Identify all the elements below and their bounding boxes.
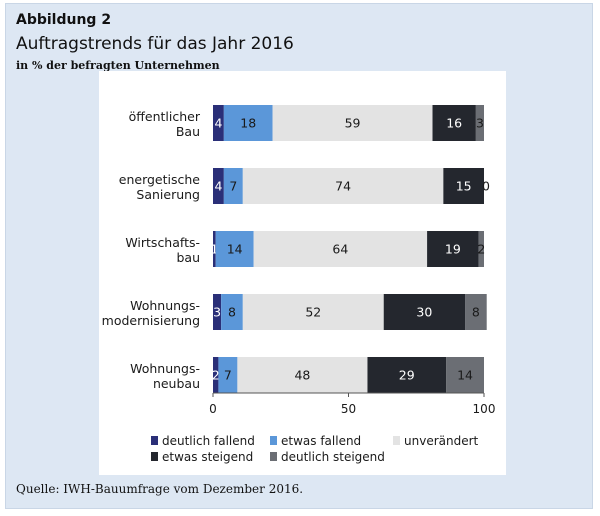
value-label-wohnungs-neubau-s2: 48 <box>294 368 310 383</box>
bar-segment-wirtschafts-bau-s4 <box>478 231 484 267</box>
value-label-wirtschafts-bau-s1: 14 <box>227 242 243 257</box>
value-label--ffentlicherbau-s3: 16 <box>446 116 462 131</box>
legend-label-s4: deutlich steigend <box>281 450 385 464</box>
bar-segment-wohnungs-neubau-s3 <box>367 357 447 393</box>
value-label-wirtschafts-bau-s4: 2 <box>477 242 485 257</box>
value-label-wohnungs-modernisierung-s3: 30 <box>416 305 432 320</box>
bar-segment-wirtschafts-bau-s0 <box>213 231 216 267</box>
bar-segment-wohnungs-modernisierung-s4 <box>465 294 487 330</box>
plot-panel: öffentlicher Bau 4 18 59 16 3 energetische Sanie… <box>99 71 506 475</box>
bar-segment-wohnungs-modernisierung-s3 <box>383 294 466 330</box>
value-label-wohnungs-neubau-s3: 29 <box>399 368 415 383</box>
bar-segment-wirtschafts-bau-s1 <box>215 231 254 267</box>
legend-swatch-s4 <box>270 452 277 461</box>
value-label-wohnungs-modernisierung-s4: 8 <box>472 305 480 320</box>
category-label-wohnungs-modernisierung: Wohnungs-modernisierung <box>102 298 200 328</box>
legend-label-s2: unverändert <box>404 434 479 448</box>
bar-segment-energetischesanierung-s0 <box>213 168 224 204</box>
bar-segment-wohnungs-modernisierung-s1 <box>221 294 243 330</box>
value-label-wohnungs-modernisierung-s0: 3 <box>213 305 221 320</box>
legend-swatch-s1 <box>270 436 277 445</box>
chart-subtitle: in % der befragten Unternehmen <box>16 59 220 72</box>
chart-title: Auftragstrends für das Jahr 2016 <box>16 34 294 54</box>
value-label-wirtschafts-bau-s0: 1 <box>210 242 218 257</box>
value-label-wohnungs-neubau-s0: 2 <box>212 368 220 383</box>
legend-label-s3: etwas steigend <box>162 450 253 464</box>
bar-segment-wohnungs-neubau-s1 <box>218 357 238 393</box>
bar-segment-wohnungs-neubau-s2 <box>237 357 368 393</box>
bar-segment--ffentlicherbau-s3 <box>432 105 476 141</box>
category-label--ffentlicherbau: öffentlicher Bau <box>129 109 201 139</box>
value-label-wohnungs-modernisierung-s2: 52 <box>305 305 321 320</box>
bar-segment-wohnungs-neubau-s0 <box>213 357 219 393</box>
bar-segment-wirtschafts-bau-s3 <box>427 231 479 267</box>
bar-segment-energetischesanierung-s3 <box>443 168 484 204</box>
x-tick-label-1: 50 <box>341 402 356 416</box>
bar-segment--ffentlicherbau-s1 <box>223 105 273 141</box>
bar-segment--ffentlicherbau-s2 <box>272 105 433 141</box>
figure-label: Abbildung 2 <box>16 12 112 28</box>
bar-segment-energetischesanierung-s2 <box>242 168 444 204</box>
legend-swatch-s0 <box>151 436 158 445</box>
value-label-wohnungs-neubau-s4: 14 <box>457 368 473 383</box>
legend-label-s0: deutlich fallend <box>162 434 255 448</box>
category-label-energetischesanierung: energetische Sanierung <box>119 172 201 202</box>
legend-swatch-s3 <box>151 452 158 461</box>
value-label--ffentlicherbau-s2: 59 <box>345 116 361 131</box>
legend-label-s1: etwas fallend <box>281 434 361 448</box>
x-tick-label-0: 0 <box>209 402 217 416</box>
value-label-energetischesanierung-s4: 0 <box>482 179 490 194</box>
bar-segment-energetischesanierung-s1 <box>223 168 243 204</box>
category-label-wohnungs-neubau: Wohnungs-neubau <box>130 361 200 391</box>
category-label-wirtschafts-bau: Wirtschafts-bau <box>125 235 200 265</box>
x-tick-label-2: 100 <box>473 402 496 416</box>
value-label-energetischesanierung-s3: 15 <box>456 179 472 194</box>
value-label-wirtschafts-bau-s3: 19 <box>445 242 461 257</box>
value-label-energetischesanierung-s0: 4 <box>214 179 222 194</box>
figure-card: Abbildung 2 Auftragstrends für das Jahr … <box>5 3 593 509</box>
value-label--ffentlicherbau-s4: 3 <box>476 116 484 131</box>
legend-swatch-s2 <box>393 436 400 445</box>
value-label-wohnungs-neubau-s1: 7 <box>224 368 232 383</box>
bar-segment-wohnungs-modernisierung-s0 <box>213 294 222 330</box>
value-label--ffentlicherbau-s0: 4 <box>214 116 222 131</box>
value-label-energetischesanierung-s2: 74 <box>335 179 351 194</box>
bar-segment--ffentlicherbau-s4 <box>475 105 484 141</box>
bar-segment-wohnungs-modernisierung-s2 <box>242 294 384 330</box>
bar-segment--ffentlicherbau-s0 <box>213 105 224 141</box>
value-label-energetischesanierung-s1: 7 <box>229 179 237 194</box>
value-label-wirtschafts-bau-s2: 64 <box>332 242 348 257</box>
source-note: Quelle: IWH-Bauumfrage vom Dezember 2016… <box>16 482 304 496</box>
value-label--ffentlicherbau-s1: 18 <box>240 116 256 131</box>
value-label-wohnungs-modernisierung-s1: 8 <box>228 305 236 320</box>
bar-segment-wirtschafts-bau-s2 <box>253 231 428 267</box>
bar-segment-wohnungs-neubau-s4 <box>446 357 484 393</box>
